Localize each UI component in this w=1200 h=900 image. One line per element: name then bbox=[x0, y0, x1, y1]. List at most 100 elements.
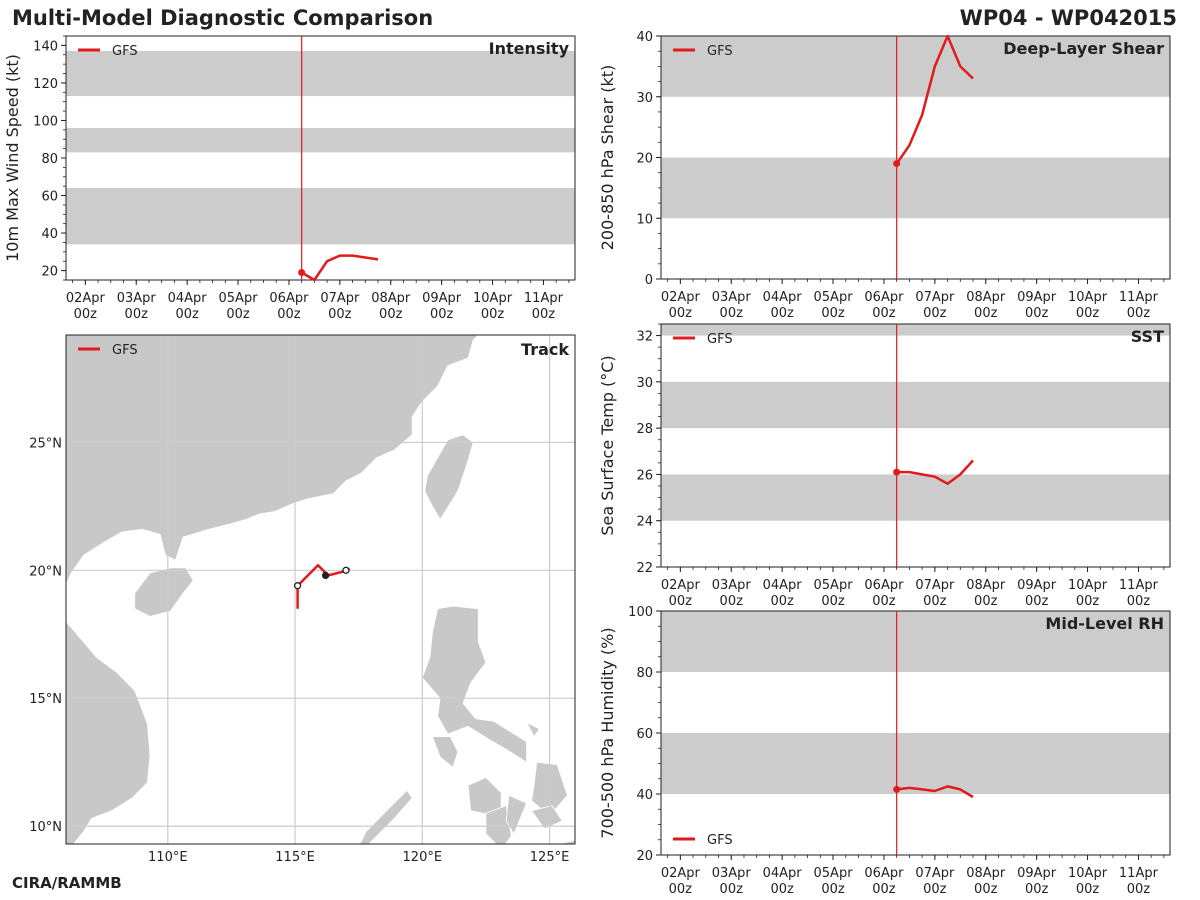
x-tick-label-hour: 00z bbox=[277, 307, 301, 322]
x-tick-label-date: 08Apr bbox=[371, 291, 411, 306]
y-tick-label: 20 bbox=[636, 849, 653, 864]
x-tick-label-hour: 00z bbox=[974, 594, 998, 609]
panel-title: Deep-Layer Shear bbox=[1003, 39, 1164, 58]
shaded-band bbox=[661, 611, 1170, 672]
x-tick-label-hour: 00z bbox=[770, 882, 794, 897]
x-tick-label-hour: 00z bbox=[821, 882, 845, 897]
shaded-band bbox=[66, 51, 575, 97]
y-tick-label: 30 bbox=[636, 376, 653, 391]
x-tick-label-hour: 00z bbox=[669, 306, 693, 321]
china-coast-land bbox=[66, 335, 479, 586]
x-tick-label-date: 08Apr bbox=[966, 866, 1006, 881]
x-tick-label-date: 06Apr bbox=[864, 290, 904, 305]
x-tick-label-date: 02Apr bbox=[661, 578, 701, 593]
storm-id: WP04 - WP042015 bbox=[960, 6, 1177, 30]
legend-label: GFS bbox=[707, 833, 733, 848]
y-tick-label: 10 bbox=[636, 212, 653, 227]
negros-island bbox=[485, 805, 512, 844]
x-tick-label-date: 11Apr bbox=[1119, 290, 1159, 305]
x-tick-label-date: 07Apr bbox=[915, 866, 955, 881]
x-tick-label-hour: 00z bbox=[669, 882, 693, 897]
y-tick-label: 32 bbox=[636, 330, 653, 345]
track-panel: 110°E 115°E 120°E 125°E 10°N 15°N 20°N 25°N Trac… bbox=[29, 334, 576, 865]
x-tick-label-date: 11Apr bbox=[1119, 578, 1159, 593]
x-tick-label-date: 11Apr bbox=[524, 291, 564, 306]
panel-title: Track bbox=[521, 340, 569, 359]
y-tick-label: 60 bbox=[41, 190, 58, 205]
y-tick-label: 20 bbox=[41, 265, 58, 280]
x-tick-label-date: 04Apr bbox=[763, 866, 803, 881]
legend-label: GFS bbox=[112, 343, 138, 358]
x-tick-label-date: 03Apr bbox=[712, 290, 752, 305]
y-tick-label: 140 bbox=[33, 39, 58, 54]
x-tick-label-date: 02Apr bbox=[66, 291, 106, 306]
x-tick-label-date: 09Apr bbox=[1017, 578, 1057, 593]
intensity-panel: 2040608010012014002Apr00z03Apr00z04Apr00… bbox=[3, 35, 576, 322]
shaded-band bbox=[661, 474, 1170, 521]
shaded-band bbox=[661, 36, 1170, 97]
x-tick-label-date: 06Apr bbox=[864, 578, 904, 593]
taiwan-island bbox=[424, 434, 474, 520]
gfs-series-line bbox=[895, 34, 974, 165]
y-tick-label: 40 bbox=[636, 788, 653, 803]
hainan-island bbox=[134, 567, 194, 617]
y-tick-label: 120 bbox=[33, 77, 58, 92]
gfs-series-line bbox=[301, 254, 379, 282]
x-tick-label-hour: 00z bbox=[175, 307, 199, 322]
y-tick-label: 22 bbox=[636, 561, 653, 576]
x-tick-label-hour: 00z bbox=[770, 594, 794, 609]
gfs-series-line bbox=[896, 459, 974, 485]
x-tick-label-date: 03Apr bbox=[712, 866, 752, 881]
y-axis-label: Sea Surface Temp (°C) bbox=[598, 355, 617, 535]
y-tick-label: 20 bbox=[636, 152, 653, 167]
x-tick-label-date: 11Apr bbox=[1119, 866, 1159, 881]
map-frame bbox=[65, 334, 576, 845]
mindoro-island bbox=[431, 736, 459, 768]
gfs-series-line bbox=[896, 785, 974, 799]
cebu-island bbox=[505, 794, 528, 835]
shear-panel: 01020304002Apr00z03Apr00z04Apr00z05Apr00… bbox=[598, 30, 1171, 321]
x-tick-label-date: 04Apr bbox=[763, 578, 803, 593]
x-tick-label-date: 05Apr bbox=[219, 291, 259, 306]
shaded-band bbox=[66, 127, 575, 153]
x-tick-label-date: 10Apr bbox=[1068, 290, 1108, 305]
gfs-track-line bbox=[296, 563, 350, 609]
x-tick-label-hour: 00z bbox=[821, 594, 845, 609]
x-tick-label-hour: 00z bbox=[872, 882, 896, 897]
figure-title: Multi-Model Diagnostic Comparison bbox=[12, 6, 433, 30]
x-tick-label-hour: 00z bbox=[532, 307, 556, 322]
x-tick-label-date: 10Apr bbox=[473, 291, 513, 306]
x-tick-label-hour: 00z bbox=[1127, 882, 1151, 897]
x-tick-label-date: 09Apr bbox=[1017, 866, 1057, 881]
y-tick-label: 24 bbox=[636, 515, 653, 530]
palawan-island bbox=[359, 789, 413, 844]
gfs-initial-point bbox=[893, 468, 901, 476]
x-tick-label-hour: 00z bbox=[720, 882, 744, 897]
track-open-marker bbox=[342, 566, 350, 574]
shaded-band bbox=[661, 381, 1170, 429]
legend-label: GFS bbox=[707, 44, 733, 59]
x-tick-label-hour: 00z bbox=[125, 307, 149, 322]
shaded-band bbox=[661, 733, 1170, 794]
x-tick-label-hour: 00z bbox=[720, 306, 744, 321]
luzon-island bbox=[421, 605, 527, 763]
y-tick-label: 0 bbox=[645, 273, 653, 288]
x-tick-label-hour: 00z bbox=[923, 882, 947, 897]
y-axis-label: 700-500 hPa Humidity (%) bbox=[598, 627, 617, 838]
x-tick-label-hour: 00z bbox=[430, 307, 454, 322]
x-tick-label-hour: 00z bbox=[1025, 882, 1049, 897]
x-tick-label-date: 07Apr bbox=[915, 578, 955, 593]
x-tick-label-date: 02Apr bbox=[661, 290, 701, 305]
x-tick-label-hour: 00z bbox=[226, 307, 250, 322]
y-tick-label: 28 bbox=[636, 422, 653, 437]
rh-panel: 2040608010002Apr00z03Apr00z04Apr00z05Apr… bbox=[598, 605, 1171, 897]
shaded-band bbox=[661, 157, 1170, 219]
track-filled-marker bbox=[321, 571, 330, 580]
lon-tick-label: 120°E bbox=[403, 850, 443, 865]
x-tick-label-hour: 00z bbox=[923, 306, 947, 321]
sst-panel: 22242628303202Apr00z03Apr00z04Apr00z05Ap… bbox=[598, 323, 1171, 609]
y-tick-label: 100 bbox=[628, 605, 653, 620]
gfs-initial-point bbox=[298, 268, 306, 276]
y-tick-label: 40 bbox=[636, 30, 653, 45]
